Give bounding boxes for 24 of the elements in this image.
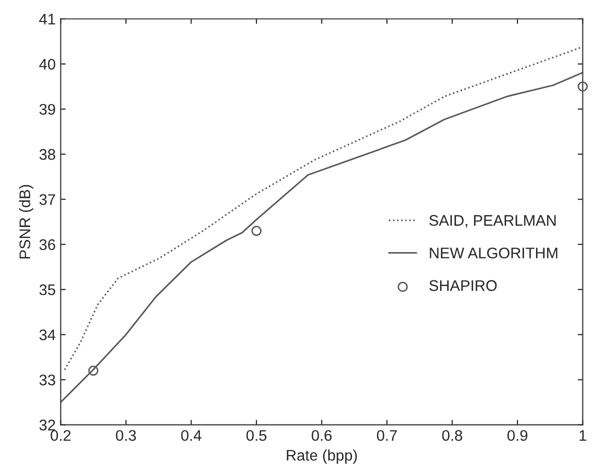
x-tick-label: 0.5	[246, 430, 266, 441]
y-tick-label: 37	[39, 194, 56, 205]
y-tick-label: 40	[39, 58, 56, 70]
legend-label: SHAPIRO	[429, 280, 497, 291]
y-tick-label: 41	[39, 14, 56, 24]
x-tick-label: 0.2	[50, 430, 71, 441]
y-tick-label: 36	[39, 239, 56, 250]
y-tick-label: 35	[39, 284, 56, 296]
x-tick-label: 0.9	[507, 430, 528, 441]
y-tick-label: 34	[39, 329, 56, 340]
legend-label: NEW ALGORITHM	[430, 248, 558, 258]
x-tick-label: 0.8	[442, 430, 462, 441]
x-tick-label: 0.3	[116, 430, 136, 441]
x-tick-label: 0.6	[312, 430, 332, 441]
x-tick-label: 0.7	[376, 430, 397, 441]
y-tick-label: 33	[39, 374, 56, 386]
x-tick-label: 1	[580, 430, 586, 441]
y-tick-label: 39	[39, 104, 56, 115]
x-axis-title: Rate (bpp)	[286, 449, 357, 464]
y-tick-label: 32	[39, 420, 56, 430]
y-tick-label: 38	[39, 149, 56, 160]
legend-label: SAID, PEARLMAN	[429, 215, 556, 228]
y-axis-title: PSNR (dB)	[19, 185, 34, 258]
x-tick-label: 0.4	[181, 430, 202, 441]
